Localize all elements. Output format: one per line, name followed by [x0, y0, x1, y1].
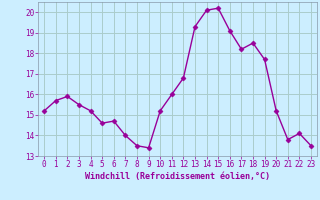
- X-axis label: Windchill (Refroidissement éolien,°C): Windchill (Refroidissement éolien,°C): [85, 172, 270, 181]
